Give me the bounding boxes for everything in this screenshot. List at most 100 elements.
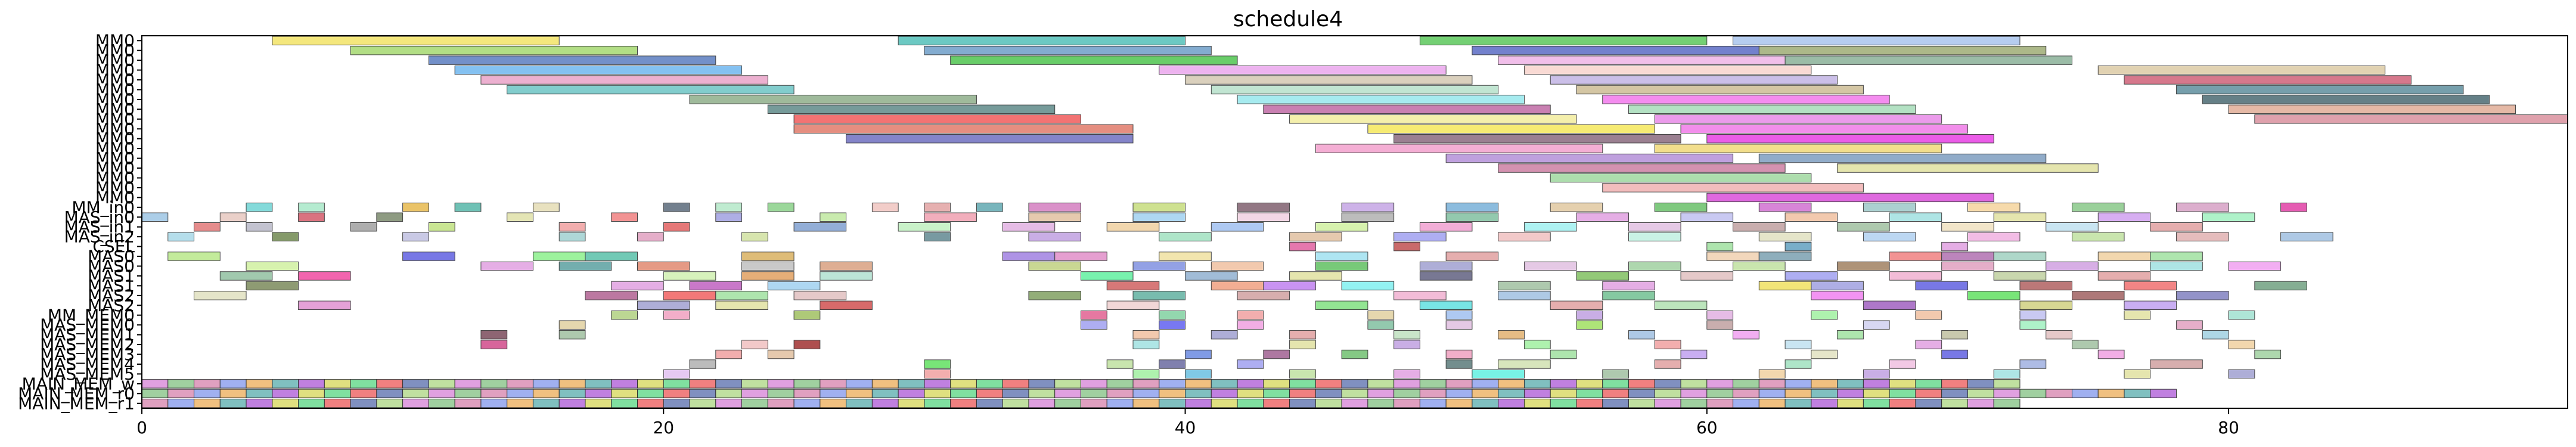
task-bar xyxy=(1576,389,1603,399)
task-bar xyxy=(924,45,1212,55)
task-bar xyxy=(1263,379,1290,389)
task-bar xyxy=(376,379,404,389)
task-bar xyxy=(1498,291,1551,300)
task-bar xyxy=(272,36,560,45)
task-bar xyxy=(663,399,690,408)
y-tick-label: MAIN_MEM_r0 xyxy=(18,384,135,403)
task-bar xyxy=(1758,369,1786,379)
task-bar xyxy=(1498,163,1786,173)
task-bar xyxy=(1315,399,1342,408)
y-tick-labels: MM0MM0MM0MM0MM0MM0MM0MM0MM0MM0MM0MM0MM0M… xyxy=(18,31,142,413)
task-bar xyxy=(194,389,221,399)
task-bar xyxy=(1159,232,1212,241)
task-bar xyxy=(2202,212,2255,222)
task-bar xyxy=(1654,389,1681,399)
task-bar xyxy=(1941,399,1968,408)
task-bar xyxy=(428,222,455,232)
task-bar xyxy=(1811,379,1838,389)
task-bar xyxy=(924,379,951,389)
task-bar xyxy=(1132,389,1160,399)
task-bar xyxy=(402,203,429,212)
task-bar xyxy=(715,399,743,408)
task-bar xyxy=(1054,389,1081,399)
task-bar xyxy=(767,399,794,408)
task-bar xyxy=(507,85,794,95)
task-bar xyxy=(1993,379,2021,389)
task-bar xyxy=(1628,261,1681,271)
task-bar xyxy=(820,261,873,271)
task-bar xyxy=(820,300,873,311)
task-bar xyxy=(1993,252,2047,261)
task-bar xyxy=(2150,261,2203,271)
task-bar xyxy=(1889,399,1916,408)
task-bar xyxy=(2124,389,2151,399)
task-bar xyxy=(611,281,664,291)
task-bar xyxy=(2176,203,2229,212)
y-tick-label: MAS_MEM1 xyxy=(40,325,135,344)
task-bar xyxy=(2019,281,2072,291)
task-bar xyxy=(637,232,664,241)
task-bar xyxy=(1784,241,1812,252)
task-bar xyxy=(767,379,794,389)
task-bar xyxy=(976,379,1003,389)
task-bar xyxy=(1602,291,1655,300)
task-bar xyxy=(350,389,377,399)
task-bar xyxy=(1445,320,1473,330)
task-bar xyxy=(1967,291,2021,300)
task-bar xyxy=(663,271,716,281)
task-bar xyxy=(1837,261,1890,271)
task-bar xyxy=(1445,153,1734,163)
task-bar xyxy=(898,379,925,389)
task-bar xyxy=(1341,379,1368,389)
task-bar xyxy=(1132,261,1186,271)
task-bar xyxy=(898,389,925,399)
task-bar xyxy=(2280,232,2333,241)
task-bar xyxy=(480,340,508,349)
task-bar xyxy=(402,252,455,261)
x-tick-label: 0 xyxy=(136,418,147,437)
task-bar xyxy=(741,271,794,281)
task-bar xyxy=(1628,104,1916,114)
task-bar xyxy=(1915,379,1942,389)
task-bar xyxy=(689,95,977,104)
task-bar xyxy=(1967,389,1994,399)
task-bar xyxy=(1028,389,1056,399)
task-bar xyxy=(428,399,455,408)
task-bar xyxy=(428,389,455,399)
y-tick-label: MAS0 xyxy=(88,256,135,276)
task-bar xyxy=(1106,399,1134,408)
task-bar xyxy=(846,389,873,399)
y-tick-label: MAS2 xyxy=(88,296,135,315)
task-bar xyxy=(1237,320,1264,330)
task-bar xyxy=(663,203,690,212)
task-bar xyxy=(1159,320,1186,330)
task-bar xyxy=(1237,311,1264,320)
task-bar xyxy=(950,389,977,399)
task-bar xyxy=(1758,45,2047,55)
task-bar xyxy=(350,222,377,232)
task-bar xyxy=(1941,389,1968,399)
task-bar xyxy=(1784,55,2072,65)
task-bar xyxy=(141,389,169,399)
task-bar xyxy=(1706,241,1734,252)
task-bar xyxy=(1758,389,1786,399)
task-bar xyxy=(1680,399,1708,408)
task-bar xyxy=(585,379,612,389)
task-bar xyxy=(1159,311,1186,320)
task-bar xyxy=(507,212,533,222)
y-tick-label: MM0 xyxy=(95,80,135,100)
task-bar xyxy=(298,203,325,212)
task-bar xyxy=(1863,389,1890,399)
y-tick-label: MAS1 xyxy=(88,266,135,285)
task-bar xyxy=(2150,222,2203,232)
task-bar xyxy=(1028,203,1081,212)
task-bar xyxy=(1185,389,1212,399)
task-bar xyxy=(1733,330,1759,340)
task-bar xyxy=(2071,232,2125,241)
y-tick-label: MAS_in0 xyxy=(64,207,135,227)
task-bar xyxy=(820,399,847,408)
task-bar xyxy=(480,75,768,85)
task-bar xyxy=(1419,399,1447,408)
task-bar xyxy=(1889,212,1942,222)
task-bar xyxy=(2046,222,2099,232)
